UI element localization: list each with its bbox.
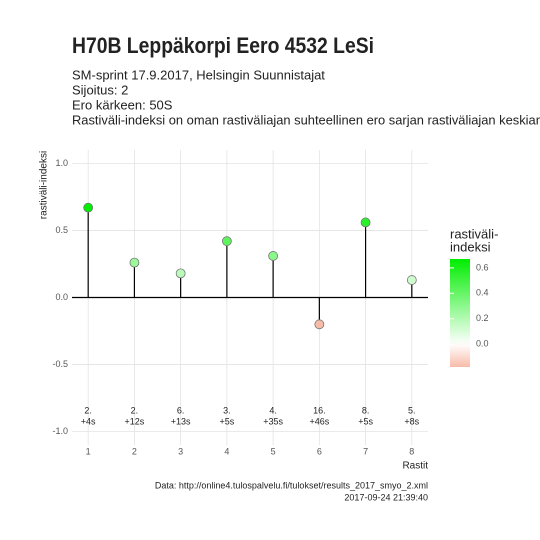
colorbar-tick-label: 0.4 [476, 288, 489, 298]
subtitle: SM-sprint 17.9.2017, Helsingin Suunnista… [72, 67, 325, 82]
colorbar-tick-label: 0.2 [476, 313, 489, 323]
annotation: +13s [171, 416, 191, 426]
annotation: 8. [362, 405, 370, 415]
annotation: 5. [408, 405, 416, 415]
annotation: +12s [125, 416, 145, 426]
x-axis-label: Rastit [402, 461, 428, 472]
x-tick-label: 2 [132, 446, 137, 456]
caption: 2017-09-24 21:39:40 [344, 492, 428, 502]
subtitle: Rastiväli-indeksi on oman rastiväliajan … [72, 112, 540, 127]
annotation: 2. [84, 405, 92, 415]
y-tick-label: 1.0 [55, 158, 68, 168]
point [314, 319, 325, 330]
x-tick-label: 6 [317, 446, 322, 456]
x-tick-label: 8 [409, 446, 414, 456]
point [360, 217, 371, 228]
point [83, 202, 94, 213]
legend-title: rastiväli- [450, 226, 498, 241]
annotation: 6. [177, 405, 185, 415]
y-tick-label: -1.0 [52, 426, 68, 436]
annotation: +5s [358, 416, 373, 426]
x-tick-label: 5 [271, 446, 276, 456]
point [221, 236, 232, 247]
chart-title: H70B Leppäkorpi Eero 4532 LeSi [72, 33, 374, 58]
y-tick-label: -0.5 [52, 359, 68, 369]
caption: Data: http://online4.tulospalvelu.fi/tul… [155, 480, 428, 490]
annotation: 16. [313, 405, 326, 415]
y-axis-label: rastiväli-indeksi [39, 151, 50, 219]
annotation: +4s [81, 416, 96, 426]
annotation: +46s [309, 416, 329, 426]
annotation: 4. [269, 405, 277, 415]
subtitle: Ero kärkeen: 50S [72, 97, 173, 112]
x-tick-label: 4 [224, 446, 229, 456]
point [129, 257, 140, 268]
annotation: 3. [223, 405, 231, 415]
colorbar [450, 259, 470, 367]
y-tick-label: 0.0 [55, 292, 68, 302]
point [175, 268, 186, 279]
x-tick-label: 1 [86, 446, 91, 456]
annotation: 2. [131, 405, 139, 415]
annotation: +8s [404, 416, 419, 426]
annotation: +5s [220, 416, 235, 426]
x-tick-label: 7 [363, 446, 368, 456]
point [268, 251, 279, 261]
colorbar-tick-label: 0.0 [476, 339, 489, 349]
y-tick-label: 0.5 [55, 225, 68, 235]
colorbar-tick-label: 0.6 [476, 262, 489, 272]
legend-title: indeksi [450, 239, 491, 254]
annotation: +35s [263, 416, 283, 426]
x-tick-label: 3 [178, 446, 183, 456]
point [406, 275, 417, 285]
subtitle: Sijoitus: 2 [72, 82, 128, 97]
